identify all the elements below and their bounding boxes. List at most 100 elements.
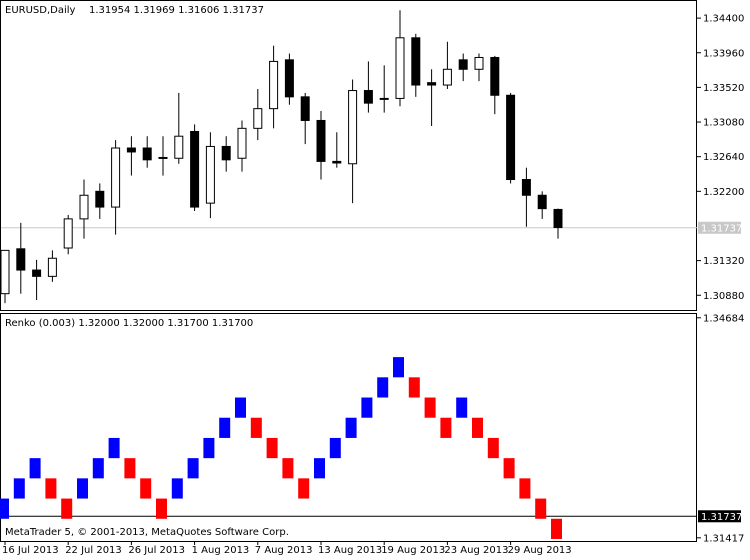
current-price-tag-label: 1.31737 (701, 223, 742, 234)
candle (253, 88, 263, 141)
candle-body (174, 135, 184, 159)
candle-body (474, 56, 484, 70)
time-axis-label: 7 Aug 2013 (255, 545, 313, 556)
candle (411, 33, 421, 97)
renko-brick-series (0, 357, 562, 539)
time-axis-label: 19 Aug 2013 (381, 545, 445, 556)
renko-brick-down (440, 417, 452, 438)
renko-current-price-tag-label: 1.31737 (701, 512, 742, 523)
candle-body (490, 56, 500, 96)
candle-body (237, 127, 247, 159)
candle (442, 41, 452, 89)
candle (158, 136, 168, 176)
candle-body (458, 59, 468, 70)
candle (379, 65, 389, 113)
renko-brick-down (156, 498, 167, 519)
renko-indicator-panel[interactable]: Renko (0.003) 1.32000 1.32000 1.31700 1.… (0, 313, 697, 542)
candle-body (521, 179, 531, 196)
price-axis-label: 1.33960 (703, 48, 744, 59)
candle (79, 179, 89, 239)
renko-axis-label: 1.31417 (703, 533, 744, 544)
renko-brick-up (92, 458, 104, 479)
candle-body (95, 190, 105, 208)
candle-body (16, 248, 26, 271)
candle-body (79, 194, 89, 220)
renko-brick-up (345, 417, 357, 438)
price-axis-label: 1.34400 (703, 14, 744, 25)
candle (316, 111, 326, 180)
candle (284, 53, 294, 105)
renko-brick-down (298, 478, 310, 499)
candle-body (158, 156, 168, 159)
candle-body (332, 160, 342, 164)
renko-brick-down (503, 458, 515, 479)
candle-body (284, 59, 294, 98)
candle-body (126, 147, 136, 153)
candle-body (253, 108, 263, 129)
renko-brick-down (519, 478, 531, 499)
renko-brick-down (266, 437, 278, 459)
renko-brick-up (171, 478, 183, 499)
candle (537, 191, 547, 219)
candle (269, 45, 279, 129)
time-axis-label: 29 Aug 2013 (508, 545, 572, 556)
candle-body (379, 97, 389, 100)
candle (237, 120, 247, 172)
time-axis-label: 23 Aug 2013 (444, 545, 508, 556)
candle (126, 136, 136, 176)
candle-body (269, 60, 279, 110)
price-axis: 1.34400 1.33960 1.33520 1.33080 1.32640 1.322… (697, 14, 744, 302)
candle (332, 132, 342, 168)
candle-body (506, 94, 516, 181)
candle (490, 55, 500, 115)
renko-brick-up (0, 498, 9, 519)
candle-body (32, 269, 42, 277)
candle (0, 249, 10, 304)
renko-brick-down (250, 417, 262, 438)
renko-axis-label: 1.34684 (703, 313, 744, 324)
renko-brick-down (472, 417, 483, 438)
candle-body (316, 119, 326, 162)
candle (111, 140, 121, 235)
renko-brick-up (13, 478, 25, 499)
copyright-text: MetaTrader 5, © 2001-2013, MetaQuotes So… (5, 527, 289, 538)
candle-body (537, 194, 547, 210)
renko-header: Renko (0.003) 1.32000 1.32000 1.31700 1.… (5, 318, 253, 329)
candle (32, 259, 42, 300)
renko-brick-down (282, 458, 294, 479)
candle-body (221, 145, 231, 161)
candle (458, 53, 468, 82)
renko-brick-down (124, 458, 136, 479)
renko-brick-up (329, 437, 341, 459)
candle-body (47, 257, 57, 277)
candle-body (411, 37, 421, 86)
time-axis-label: 22 Jul 2013 (65, 545, 122, 556)
renko-axis: 1.34684 1.31417 1.31737 (697, 313, 744, 544)
candle-body (63, 218, 73, 249)
renko-brick-up (77, 478, 88, 499)
candle (474, 53, 484, 82)
renko-brick-down (45, 478, 57, 499)
renko-brick-up (393, 357, 404, 378)
renko-brick-up (219, 417, 231, 438)
candle-body (111, 147, 121, 208)
renko-brick-up (314, 458, 325, 479)
candle (395, 10, 405, 107)
candlestick-series (0, 10, 563, 304)
candle (427, 69, 437, 126)
renko-brick-up (235, 397, 246, 418)
ohlc-header: 1.31954 1.31969 1.31606 1.31737 (89, 5, 264, 16)
price-axis-label: 1.33080 (703, 118, 744, 129)
renko-brick-down (61, 498, 73, 519)
candle (221, 136, 231, 172)
current-price-tag (698, 221, 741, 234)
candle-body (553, 208, 563, 229)
candle-body (427, 82, 437, 86)
price-axis-label: 1.30880 (703, 291, 744, 302)
time-axis-label: 16 Jul 2013 (2, 545, 59, 556)
candle (348, 79, 358, 204)
price-axis-label: 1.32640 (703, 152, 744, 163)
renko-brick-up (187, 458, 199, 479)
price-chart-panel[interactable]: EURUSD,Daily 1.31954 1.31969 1.31606 1.3… (0, 0, 698, 311)
